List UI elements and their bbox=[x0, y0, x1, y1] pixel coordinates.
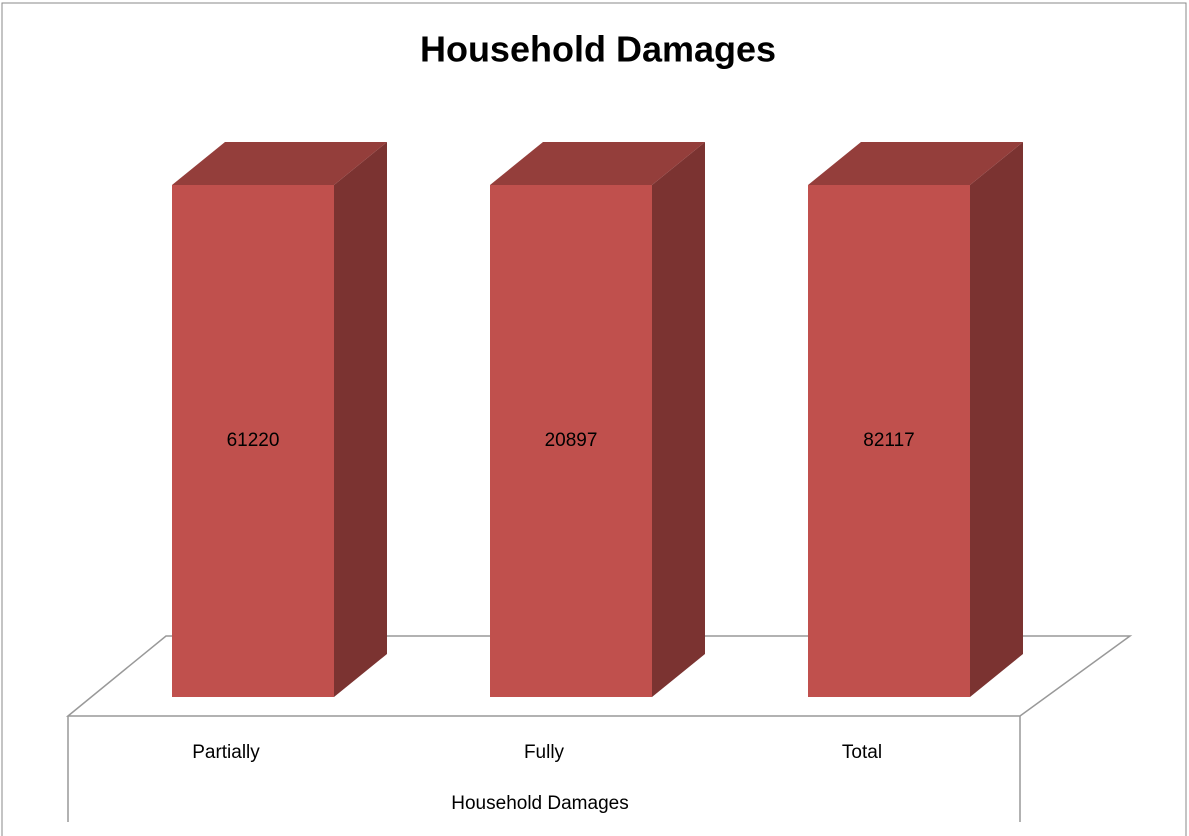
data-label: 20897 bbox=[545, 430, 598, 451]
bar-side bbox=[970, 142, 1023, 697]
x-tick-label: Partially bbox=[192, 742, 260, 763]
data-label: 61220 bbox=[227, 430, 280, 451]
bar-top bbox=[172, 142, 387, 185]
bar-top bbox=[808, 142, 1023, 185]
data-label: 82117 bbox=[863, 430, 914, 451]
x-axis-title: Household Damages bbox=[451, 793, 628, 814]
x-tick-label: Fully bbox=[524, 742, 565, 763]
bar-side bbox=[334, 142, 387, 697]
bar bbox=[172, 185, 334, 697]
bar bbox=[490, 185, 652, 697]
bars: 61220 20897 82117 bbox=[172, 142, 1023, 697]
bar-side bbox=[652, 142, 705, 697]
bar-top bbox=[490, 142, 705, 185]
chart-title: Household Damages bbox=[420, 29, 776, 70]
x-tick-label: Total bbox=[842, 742, 882, 763]
bar bbox=[808, 185, 970, 697]
